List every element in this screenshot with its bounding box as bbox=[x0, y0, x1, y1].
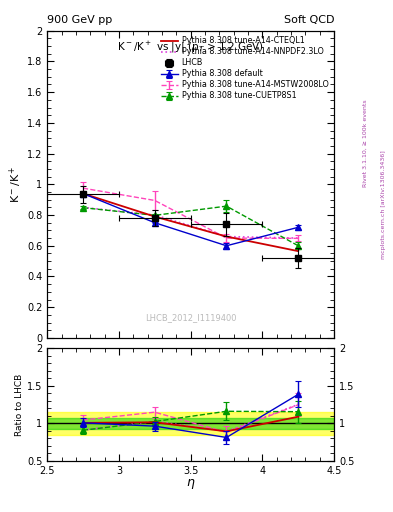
Bar bbox=[47, 412, 334, 435]
Text: mcplots.cern.ch [arXiv:1306.3436]: mcplots.cern.ch [arXiv:1306.3436] bbox=[381, 151, 386, 259]
Pythia 8.308 tune-A14-NNPDF2.3LO bbox=[224, 233, 229, 240]
Legend: Pythia 8.308 tune-A14-CTEQL1, Pythia 8.308 tune-A14-NNPDF2.3LO, LHCB, Pythia 8.3: Pythia 8.308 tune-A14-CTEQL1, Pythia 8.3… bbox=[159, 35, 330, 102]
Pythia 8.308 tune-A14-NNPDF2.3LO bbox=[152, 212, 157, 218]
Y-axis label: Ratio to LHCB: Ratio to LHCB bbox=[15, 373, 24, 436]
Pythia 8.308 tune-A14-CTEQL1 bbox=[152, 214, 157, 220]
Text: Soft QCD: Soft QCD bbox=[284, 15, 334, 26]
Line: Pythia 8.308 tune-A14-NNPDF2.3LO: Pythia 8.308 tune-A14-NNPDF2.3LO bbox=[83, 207, 298, 238]
Text: 900 GeV pp: 900 GeV pp bbox=[47, 15, 112, 26]
Pythia 8.308 tune-A14-NNPDF2.3LO bbox=[296, 235, 301, 241]
Line: Pythia 8.308 tune-A14-CTEQL1: Pythia 8.308 tune-A14-CTEQL1 bbox=[83, 194, 298, 251]
Pythia 8.308 tune-A14-NNPDF2.3LO bbox=[81, 204, 85, 210]
Text: LHCB_2012_I1119400: LHCB_2012_I1119400 bbox=[145, 313, 236, 323]
Pythia 8.308 tune-A14-CTEQL1 bbox=[224, 233, 229, 240]
Text: Rivet 3.1.10, ≥ 100k events: Rivet 3.1.10, ≥ 100k events bbox=[363, 99, 368, 187]
Text: K$^-$/K$^+$ vs |y| (p$_T$ > 1.2 GeV): K$^-$/K$^+$ vs |y| (p$_T$ > 1.2 GeV) bbox=[117, 40, 264, 55]
Bar bbox=[47, 418, 334, 429]
Pythia 8.308 tune-A14-CTEQL1 bbox=[81, 190, 85, 197]
Y-axis label: K$^-$/K$^+$: K$^-$/K$^+$ bbox=[8, 165, 24, 203]
X-axis label: $\eta$: $\eta$ bbox=[186, 477, 195, 491]
Pythia 8.308 tune-A14-CTEQL1 bbox=[296, 248, 301, 254]
